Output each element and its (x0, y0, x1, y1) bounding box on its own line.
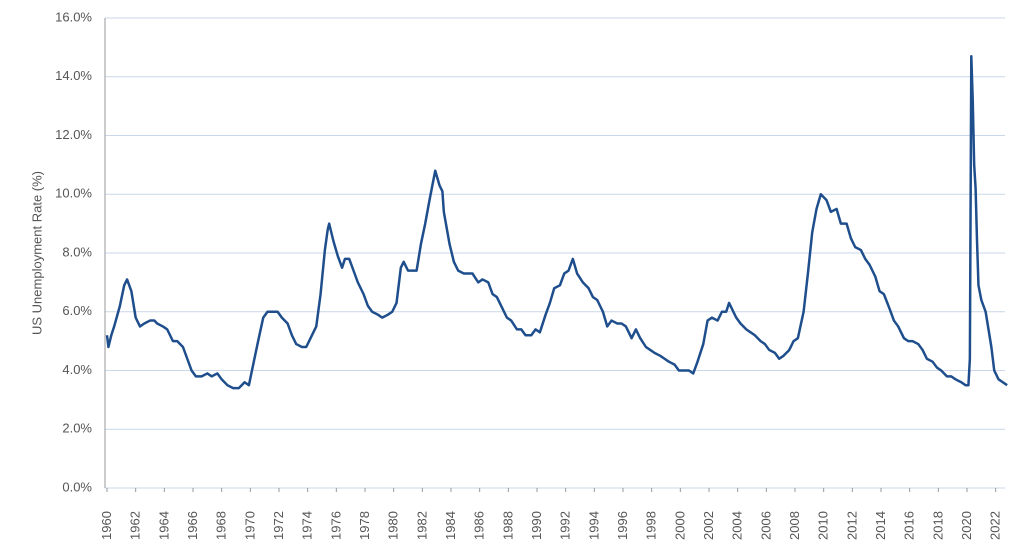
x-tick-label: 1988 (500, 511, 515, 540)
x-tick-label: 2022 (988, 511, 1003, 540)
x-tick-label: 2020 (959, 511, 974, 540)
y-tick-label: 14.0% (55, 68, 92, 83)
x-tick-label: 1986 (472, 511, 487, 540)
x-tick-label: 1964 (156, 511, 171, 540)
x-tick-label: 1990 (529, 511, 544, 540)
x-tick-label: 1970 (242, 511, 257, 540)
y-tick-label: 12.0% (55, 127, 92, 142)
x-tick-label: 2012 (844, 511, 859, 540)
x-tick-label: 1962 (128, 511, 143, 540)
x-tick-label: 2000 (672, 511, 687, 540)
y-tick-label: 10.0% (55, 186, 92, 201)
y-tick-label: 6.0% (62, 303, 92, 318)
x-tick-label: 2018 (930, 511, 945, 540)
x-tick-label: 2010 (816, 511, 831, 540)
y-tick-label: 4.0% (62, 362, 92, 377)
y-axis-label: US Unemployment Rate (%) (29, 171, 44, 335)
y-tick-label: 8.0% (62, 244, 92, 259)
data-line (105, 54, 1008, 390)
y-tick-label: 0.0% (62, 479, 92, 494)
x-tick-label: 1960 (99, 511, 114, 540)
x-tick-label: 2004 (730, 511, 745, 540)
x-tick-label: 1996 (615, 511, 630, 540)
x-tick-label: 2002 (701, 511, 716, 540)
x-tick-label: 1982 (414, 511, 429, 540)
x-tick-label: 1994 (586, 511, 601, 540)
y-tick-label: 2.0% (62, 421, 92, 436)
x-tick-label: 1966 (185, 511, 200, 540)
x-tick-label: 1972 (271, 511, 286, 540)
x-tick-label: 1984 (443, 511, 458, 540)
x-tick-label: 1980 (386, 511, 401, 540)
x-tick-label: 1978 (357, 511, 372, 540)
x-tick-label: 2016 (902, 511, 917, 540)
y-tick-label: 16.0% (55, 9, 92, 24)
x-tick-label: 2014 (873, 511, 888, 540)
x-tick-label: 1976 (328, 511, 343, 540)
x-tick-label: 2006 (758, 511, 773, 540)
x-tick-label: 1992 (558, 511, 573, 540)
x-tick-label: 1998 (644, 511, 659, 540)
x-tick-label: 2008 (787, 511, 802, 540)
x-tick-label: 1968 (214, 511, 229, 540)
x-tick-label: 1974 (300, 511, 315, 540)
